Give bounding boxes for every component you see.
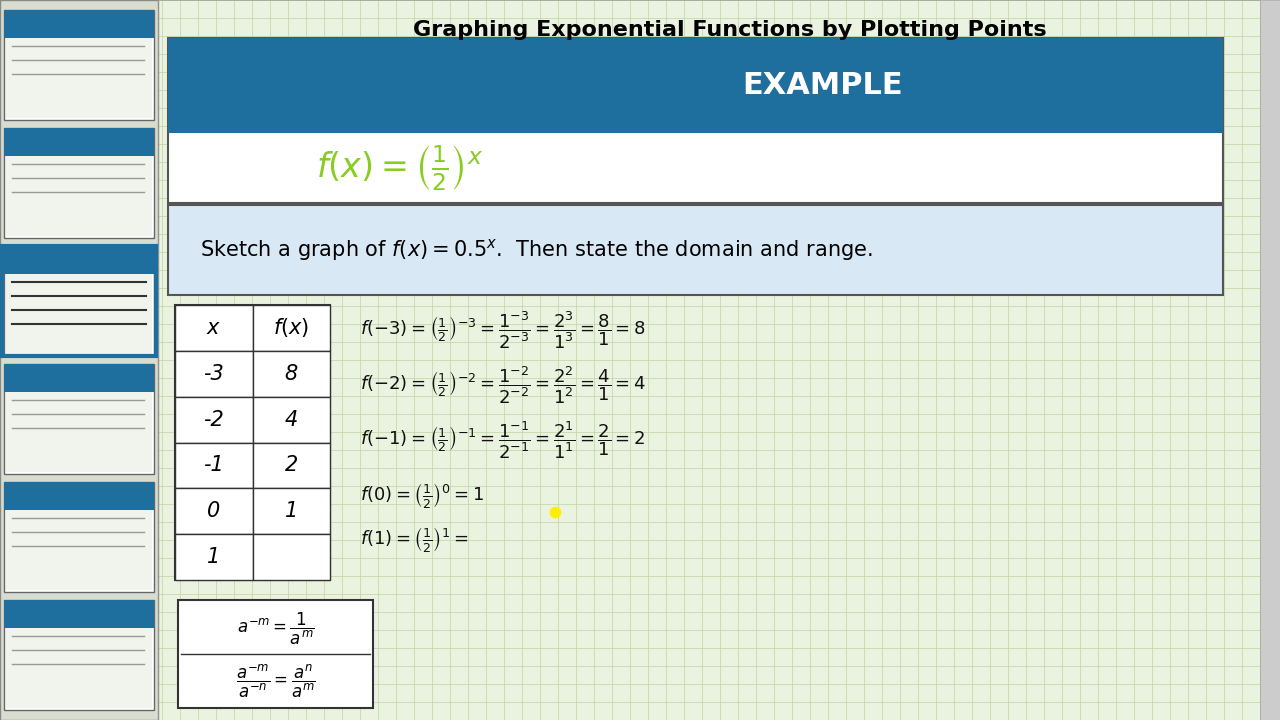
Text: $f(-2) = \left(\frac{1}{2}\right)^{-2} = \dfrac{1^{-2}}{2^{-2}} = \dfrac{2^2}{1^: $f(-2) = \left(\frac{1}{2}\right)^{-2} =… [360,364,646,406]
Point [545,506,566,518]
Bar [4,128,154,156]
Text: $f(x)$: $f(x)$ [273,316,310,339]
Bar [4,364,154,474]
Bar [168,38,1222,133]
Text: 2: 2 [284,456,298,475]
Bar [4,246,154,274]
Bar [4,10,154,120]
Bar [175,488,252,534]
Text: 1: 1 [284,501,298,521]
Bar [6,38,152,118]
Text: 1: 1 [207,547,220,567]
Bar [175,534,252,580]
Bar [168,38,1222,203]
Text: $f(x) = \left(\frac{1}{2}\right)^x$: $f(x) = \left(\frac{1}{2}\right)^x$ [316,143,484,193]
Bar [252,351,330,397]
Text: $\dfrac{a^{-m}}{a^{-n}} = \dfrac{a^n}{a^m}$: $\dfrac{a^{-m}}{a^{-n}} = \dfrac{a^n}{a^… [236,662,315,700]
Bar [252,488,330,534]
Bar [6,510,152,590]
Bar [4,246,154,356]
Bar [178,600,372,708]
Bar [4,482,154,510]
Bar [175,397,252,443]
Bar [175,305,252,351]
Bar [252,443,330,488]
Text: Sketch a graph of $f(x) = 0.5^x$.  Then state the domain and range.: Sketch a graph of $f(x) = 0.5^x$. Then s… [200,237,873,263]
Text: -1: -1 [204,456,224,475]
Bar [4,128,154,238]
Text: $f(-3) = \left(\frac{1}{2}\right)^{-3} = \dfrac{1^{-3}}{2^{-3}} = \dfrac{2^3}{1^: $f(-3) = \left(\frac{1}{2}\right)^{-3} =… [360,309,645,351]
Bar [6,156,152,236]
Bar [1260,0,1280,720]
Bar [6,274,152,354]
Text: 4: 4 [284,410,298,430]
Bar [6,628,152,708]
Text: $f(0) = \left(\frac{1}{2}\right)^0 = 1$: $f(0) = \left(\frac{1}{2}\right)^0 = 1$ [360,480,484,510]
Bar [3,246,156,356]
Text: $f(1) = \left(\frac{1}{2}\right)^1 =$: $f(1) = \left(\frac{1}{2}\right)^1 =$ [360,526,468,554]
Bar [175,443,252,488]
Text: $x$: $x$ [206,318,221,338]
Text: 0: 0 [207,501,220,521]
Bar [157,0,1260,720]
Text: $a^{-m} = \dfrac{1}{a^m}$: $a^{-m} = \dfrac{1}{a^m}$ [237,611,315,647]
Text: -3: -3 [204,364,224,384]
Text: 8: 8 [284,364,298,384]
Bar [4,482,154,592]
Text: $f(-1) = \left(\frac{1}{2}\right)^{-1} = \dfrac{1^{-1}}{2^{-1}} = \dfrac{2^1}{1^: $f(-1) = \left(\frac{1}{2}\right)^{-1} =… [360,419,645,461]
Bar [0,0,157,720]
Bar [168,205,1222,295]
Bar [4,600,154,628]
Bar [252,534,330,580]
Bar [252,397,330,443]
Bar [252,305,330,351]
Bar [6,392,152,472]
Text: -2: -2 [204,410,224,430]
Bar [175,351,252,397]
Bar [4,364,154,392]
Bar [4,10,154,38]
Text: EXAMPLE: EXAMPLE [742,71,902,100]
Bar [175,305,330,580]
Bar [4,600,154,710]
Text: Graphing Exponential Functions by Plotting Points: Graphing Exponential Functions by Plotti… [412,20,1047,40]
